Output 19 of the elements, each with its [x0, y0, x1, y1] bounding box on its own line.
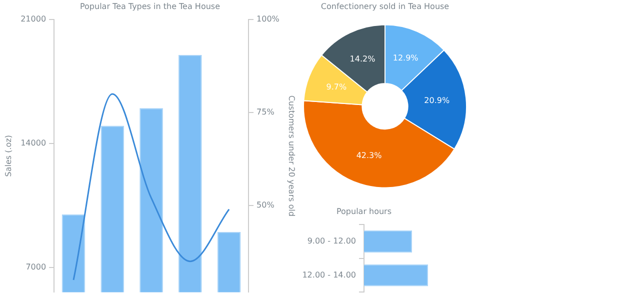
data-label: 9.7%	[326, 82, 347, 92]
chart-title: Popular Tea Types in the Tea House	[80, 2, 220, 11]
y2-tick-label: 100%	[256, 14, 280, 24]
line-series	[72, 93, 230, 281]
y-tick-label: 14000	[20, 138, 46, 148]
data-label: 14.2%	[350, 54, 376, 64]
data-label: 12.9%	[392, 53, 419, 62]
data-label: 42.3%	[356, 151, 382, 160]
y-axis-title: Sales (.oz)	[4, 135, 13, 177]
data-label: 20.9%	[424, 96, 450, 105]
chart-title: Confectionery sold in Tea House	[320, 2, 450, 11]
y-tick-label: 12.00 - 14.00	[302, 270, 356, 280]
y2-tick-label: 75%	[256, 108, 275, 117]
y2-axis-title: Customers under 20 years old	[287, 95, 296, 216]
chart-title: Popular hours	[336, 206, 392, 216]
y-tick-label: 9.00 - 12.00	[307, 236, 356, 246]
y2-tick-label: 50%	[256, 200, 275, 210]
y-tick-label: 7000	[26, 262, 46, 272]
y-tick-label: 21000	[20, 14, 46, 24]
